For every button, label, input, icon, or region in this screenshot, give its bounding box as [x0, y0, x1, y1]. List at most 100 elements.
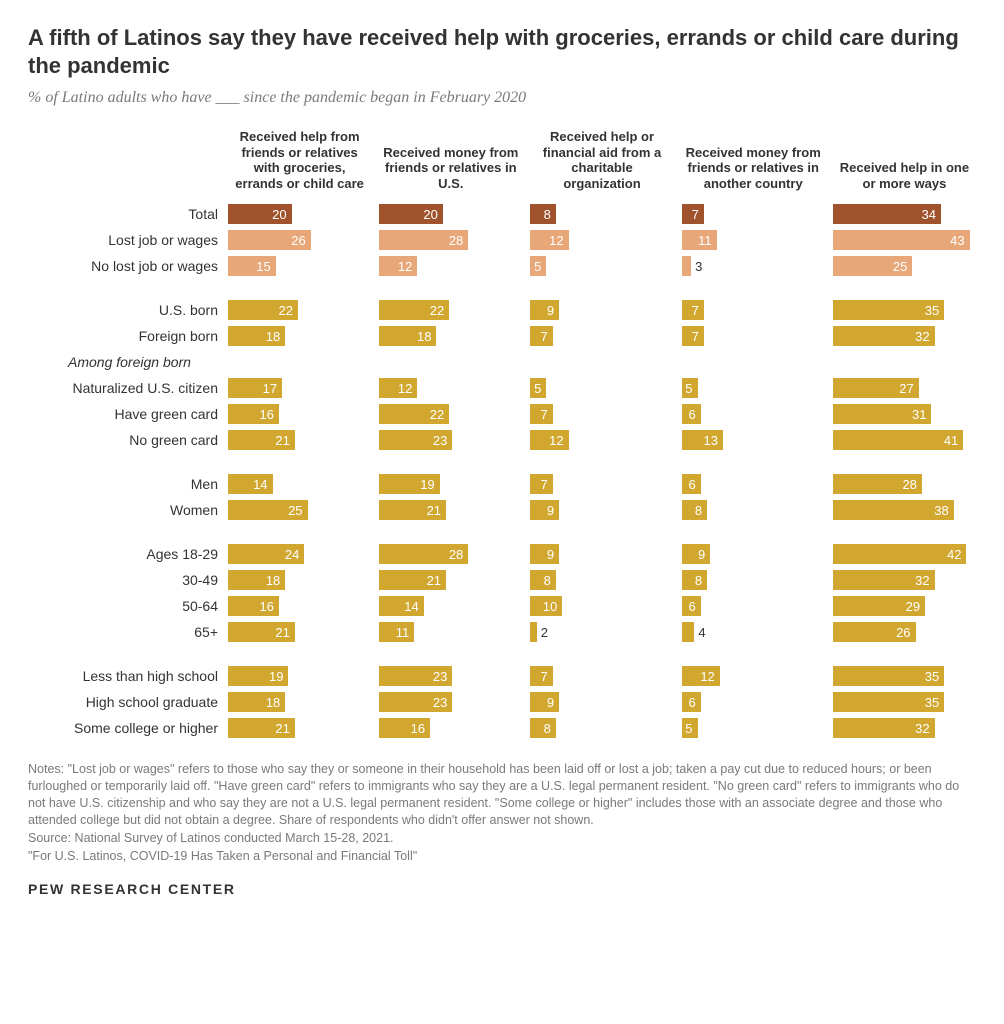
- bar-value: 25: [288, 503, 302, 518]
- bar-cell: 43: [833, 227, 976, 253]
- bar-cell: [379, 349, 522, 375]
- bar: 28: [379, 544, 468, 564]
- bar: 14: [379, 596, 424, 616]
- bar: 12: [379, 256, 417, 276]
- bar-value: 21: [427, 503, 441, 518]
- bar-value: 5: [534, 259, 541, 274]
- bar-cell: 31: [833, 401, 976, 427]
- bar-value: 9: [547, 503, 554, 518]
- bar-cell: 21: [379, 497, 522, 523]
- bar: 28: [833, 474, 922, 494]
- bar-value: 9: [547, 303, 554, 318]
- bar-cell: 32: [833, 323, 976, 349]
- bar-cell: 7: [530, 401, 673, 427]
- bar-cell: 12: [530, 227, 673, 253]
- bar: 7: [530, 404, 552, 424]
- bar-value: 8: [695, 573, 702, 588]
- bar-cell: 8: [682, 497, 825, 523]
- bar: 8: [530, 570, 555, 590]
- bar-cell: 28: [833, 471, 976, 497]
- bar-value: 27: [899, 381, 913, 396]
- row-label: Some college or higher: [28, 720, 228, 736]
- bar-value: 7: [692, 303, 699, 318]
- bar: 9: [530, 544, 559, 564]
- bar: 19: [228, 666, 288, 686]
- bar: 20: [228, 204, 292, 224]
- bar: 17: [228, 378, 282, 398]
- bar: 21: [228, 718, 295, 738]
- bar-cell: 38: [833, 497, 976, 523]
- bar-cell: 6: [682, 689, 825, 715]
- bar-value: 5: [685, 381, 692, 396]
- bar: 23: [379, 666, 452, 686]
- bar-cell: 32: [833, 567, 976, 593]
- bar-cell: 21: [228, 619, 371, 645]
- bar: 23: [379, 430, 452, 450]
- bar: 22: [379, 404, 449, 424]
- bar: 18: [228, 326, 285, 346]
- bar-value: 12: [398, 259, 412, 274]
- bar: 5: [530, 256, 546, 276]
- pew-logo: PEW RESEARCH CENTER: [28, 881, 976, 897]
- bar-cell: 23: [379, 663, 522, 689]
- bar-cell: 6: [682, 401, 825, 427]
- bar-value: 16: [259, 599, 273, 614]
- bar: 35: [833, 666, 944, 686]
- bar: 20: [379, 204, 443, 224]
- bar-value: 9: [547, 547, 554, 562]
- bar-value: 4: [698, 625, 705, 640]
- bar-value: 12: [549, 433, 563, 448]
- bar-value: 43: [950, 233, 964, 248]
- row-bars: 22229735: [228, 297, 976, 323]
- bar: 13: [682, 430, 723, 450]
- row-label: No green card: [28, 432, 228, 448]
- bar-cell: 2: [530, 619, 673, 645]
- bar: 42: [833, 544, 967, 564]
- row-bars: 18239635: [228, 689, 976, 715]
- bar: 9: [530, 500, 559, 520]
- bar-cell: 9: [682, 541, 825, 567]
- bar-cell: 22: [228, 297, 371, 323]
- table-row: Naturalized U.S. citizen17125527: [28, 375, 976, 401]
- bar-value: 22: [430, 303, 444, 318]
- column-header: Received help or financial aid from a ch…: [530, 129, 673, 191]
- bar-value: 31: [912, 407, 926, 422]
- bar: 29: [833, 596, 925, 616]
- column-headers: Received help from friends or relatives …: [228, 129, 976, 191]
- bar-cell: 18: [228, 689, 371, 715]
- bar-value: 14: [404, 599, 418, 614]
- bar-cell: [682, 349, 825, 375]
- bar: 25: [833, 256, 913, 276]
- bar-value: 5: [534, 381, 541, 396]
- bar-cell: 19: [228, 663, 371, 689]
- bar-value: 32: [915, 573, 929, 588]
- bar-cell: 5: [682, 715, 825, 741]
- bar-cell: 7: [530, 323, 673, 349]
- bar-value: 2: [541, 625, 548, 640]
- bar: 8: [530, 718, 555, 738]
- bar-value: 23: [433, 669, 447, 684]
- bar-cell: 24: [228, 541, 371, 567]
- bar-cell: 28: [379, 227, 522, 253]
- bar-value: 34: [922, 207, 936, 222]
- row-bars: 161410629: [228, 593, 976, 619]
- bar-value: 38: [934, 503, 948, 518]
- bar-cell: 42: [833, 541, 976, 567]
- bar-cell: 20: [379, 201, 522, 227]
- table-row: Lost job or wages2628121143: [28, 227, 976, 253]
- bar-cell: 28: [379, 541, 522, 567]
- bar: 7: [682, 326, 704, 346]
- bar-value: 9: [547, 695, 554, 710]
- bar: 12: [682, 666, 720, 686]
- bar-value: 21: [427, 573, 441, 588]
- column-header: Received money from friends or relatives…: [682, 129, 825, 191]
- bar: 21: [228, 622, 295, 642]
- row-bars: 16227631: [228, 401, 976, 427]
- bar-value: 19: [269, 669, 283, 684]
- bar-cell: 9: [530, 297, 673, 323]
- chart-subtitle: % of Latino adults who have ___ since th…: [28, 89, 976, 107]
- bar-value: 29: [906, 599, 920, 614]
- bar-value: 17: [263, 381, 277, 396]
- row-label: U.S. born: [28, 302, 228, 318]
- row-label: Have green card: [28, 406, 228, 422]
